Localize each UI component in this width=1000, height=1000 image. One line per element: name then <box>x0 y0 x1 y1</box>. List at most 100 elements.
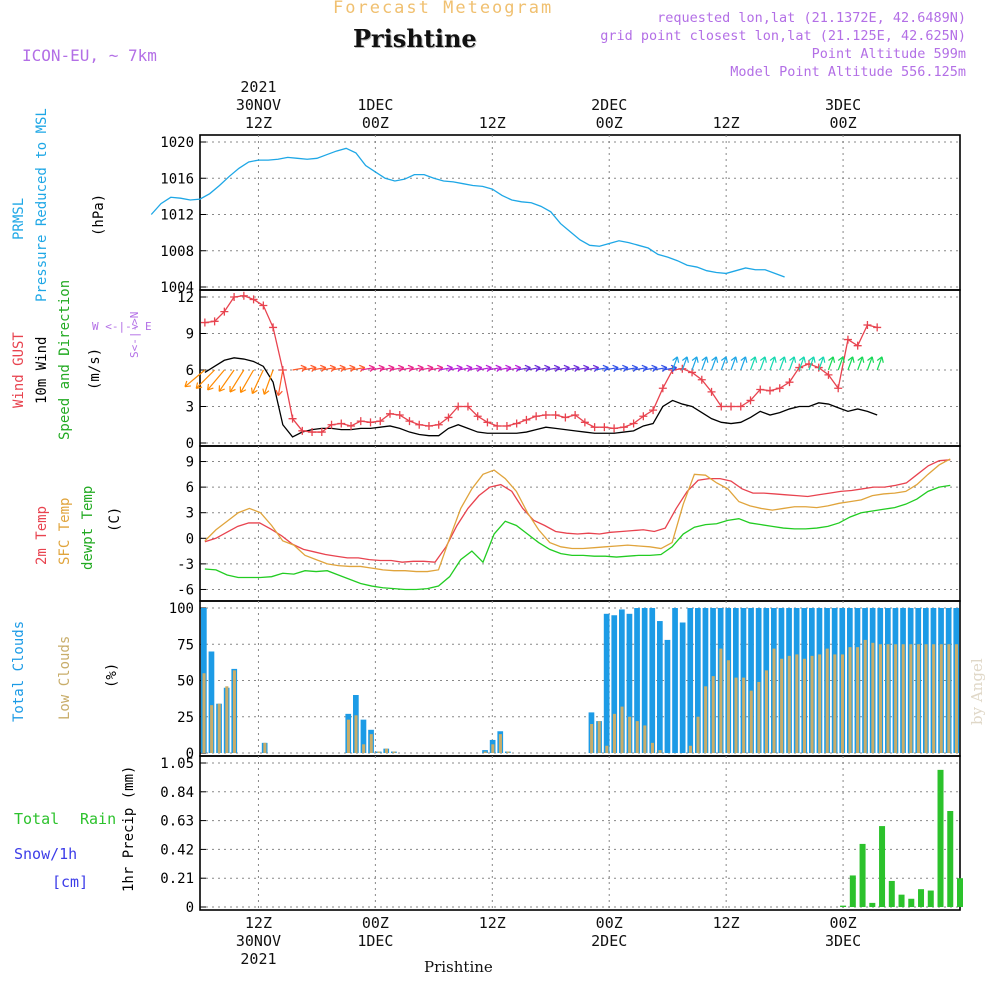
footer-location: Prishtine <box>424 958 493 976</box>
wind-gust-line-marker <box>249 295 258 304</box>
wind-arrow <box>798 356 806 371</box>
ytick-label: 0.63 <box>160 814 194 830</box>
wind-arrow-shaft <box>613 366 628 371</box>
panel-frame-cloud <box>199 600 961 757</box>
low-cloud-bar <box>772 648 776 753</box>
wind-arrow-head <box>789 356 797 363</box>
wind-arrow <box>275 369 284 397</box>
low-cloud-bar <box>605 745 609 753</box>
wind-gust-line-marker <box>454 402 463 411</box>
compass-we: W <-|-> E <box>92 320 152 333</box>
wind-arrow-shaft <box>594 366 609 371</box>
wind-arrow <box>779 356 787 371</box>
wind-gust-line-marker <box>629 419 638 428</box>
low-cloud-bar <box>719 648 723 753</box>
wind-arrow-shaft <box>438 366 453 371</box>
low-cloud-bar <box>939 644 943 753</box>
total-cloud-bar <box>603 613 610 753</box>
low-cloud-bar <box>483 751 487 753</box>
meteogram-title: Forecast Meteogram <box>333 0 554 18</box>
low-cloud-bar <box>658 750 662 753</box>
low-cloud-bar <box>863 639 867 753</box>
low-cloud-bar <box>711 676 715 753</box>
time-label-bottom: 12Z <box>245 914 272 932</box>
wind-arrow-shaft <box>389 366 404 371</box>
ytick-label: 3 <box>186 506 194 522</box>
wind-arrow-shaft <box>681 356 688 371</box>
wind-arrow-shaft <box>857 356 864 371</box>
low-cloud-bar <box>612 713 616 753</box>
wind-arrow-head <box>262 388 270 395</box>
wind-arrow-shaft <box>477 366 492 371</box>
wind-gust-line-marker <box>337 419 346 428</box>
rain-bar <box>918 889 925 907</box>
low-cloud-bar <box>628 716 632 753</box>
rain-bar <box>879 826 886 907</box>
total-cloud-bar <box>672 608 678 753</box>
precip-rain-label: Rain <box>80 810 117 828</box>
wind-gust-line-marker <box>756 385 765 394</box>
wind-arrow-shaft <box>652 366 667 371</box>
low-cloud-bar <box>726 660 730 753</box>
low-cloud-bar <box>369 734 373 753</box>
wind-arrow-head <box>711 356 719 363</box>
wind-gust-line-marker <box>697 375 706 384</box>
low-cloud-bar <box>704 686 708 753</box>
rain-bar <box>859 843 866 907</box>
low-cloud-bar <box>901 644 905 753</box>
ytick-label: 0 <box>186 900 194 916</box>
low-cloud-bar <box>498 734 502 753</box>
wind-gust-line-marker <box>775 384 784 393</box>
wind-gust-line-marker <box>415 420 424 429</box>
low-cloud-bar <box>840 654 844 753</box>
wind-gust-line-marker <box>736 402 745 411</box>
wind-arrow <box>847 356 855 371</box>
temp-dew-line <box>204 484 951 591</box>
wind-arrow-shaft <box>837 356 844 371</box>
low-cloud-bar <box>384 748 388 753</box>
total-cloud-bar <box>641 608 648 753</box>
ytick-label: 75 <box>177 637 194 653</box>
wind-gust-line-marker <box>347 421 356 430</box>
wind-gust-line-marker <box>444 413 453 422</box>
low-cloud-bar <box>871 642 875 753</box>
low-cloud-bar <box>909 644 913 753</box>
low-cloud-bar <box>597 721 601 753</box>
wind-arrow-shaft <box>467 366 482 371</box>
wind-gust-line-marker <box>834 384 843 393</box>
point-altitude: Point Altitude 599m <box>811 46 966 62</box>
time-label-bottom: 00Z <box>830 914 857 932</box>
wind-arrow-shaft <box>184 369 206 388</box>
rain-bar <box>927 890 934 907</box>
low-cloud-bar <box>833 654 837 753</box>
total-cloud-bar <box>360 719 367 753</box>
low-cloud-bar <box>810 655 814 753</box>
low-cloud-bar <box>202 673 206 753</box>
wind-arrow-shaft <box>448 366 463 371</box>
wind-arrow-head <box>828 356 836 363</box>
low-cloud-bar <box>932 644 936 753</box>
wind-gust-line-marker <box>639 412 648 421</box>
wind-gust-line-marker <box>590 423 599 432</box>
wind-arrow-head <box>229 386 236 393</box>
low-cloud-bar <box>742 677 746 753</box>
low-cloud-bar <box>362 744 366 753</box>
wind-arrow-head <box>876 356 884 363</box>
wind-arrow <box>720 356 728 371</box>
wind-arrow-shaft <box>506 366 521 371</box>
low-cloud-bar <box>590 724 594 753</box>
wind-gust-line-marker <box>386 409 394 418</box>
total-cloud-bar <box>702 608 709 753</box>
pressure-line <box>150 147 785 278</box>
rain-bar <box>947 811 954 907</box>
low-cloud-bar <box>878 644 882 753</box>
ytick-label: -6 <box>177 582 194 598</box>
ytick-label: 9 <box>186 455 194 471</box>
low-cloud-bar <box>886 644 890 753</box>
rain-bar <box>898 894 905 907</box>
wind-arrow-shaft <box>360 366 375 371</box>
temp-t2m-line <box>204 459 951 563</box>
model-altitude: Model Point Altitude 556.125m <box>730 64 966 80</box>
total-cloud-bar <box>657 621 663 753</box>
